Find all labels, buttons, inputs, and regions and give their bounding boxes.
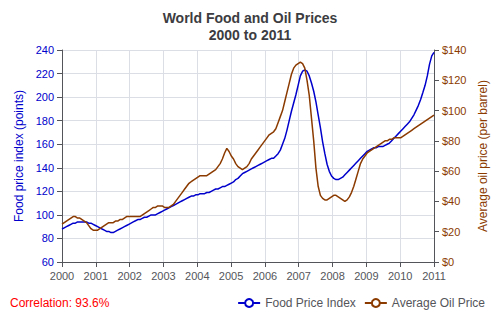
svg-text:$40: $40 <box>442 195 460 207</box>
svg-text:Average oil price (per barrel): Average oil price (per barrel) <box>476 80 490 232</box>
svg-text:2008: 2008 <box>320 270 344 282</box>
svg-text:60: 60 <box>42 256 54 268</box>
svg-text:World Food and Oil Prices: World Food and Oil Prices <box>163 10 338 26</box>
svg-text:$100: $100 <box>442 105 466 117</box>
svg-text:Food Price Index: Food Price Index <box>265 296 356 310</box>
svg-text:180: 180 <box>36 115 54 127</box>
svg-text:$0: $0 <box>442 256 454 268</box>
svg-text:2009: 2009 <box>354 270 378 282</box>
svg-text:2011: 2011 <box>422 270 446 282</box>
svg-text:2000: 2000 <box>50 270 74 282</box>
svg-text:240: 240 <box>36 44 54 56</box>
svg-text:2010: 2010 <box>388 270 412 282</box>
svg-text:Average Oil Price: Average Oil Price <box>392 296 485 310</box>
svg-text:$80: $80 <box>442 135 460 147</box>
svg-text:160: 160 <box>36 138 54 150</box>
svg-text:2006: 2006 <box>253 270 277 282</box>
svg-text:2005: 2005 <box>219 270 243 282</box>
svg-text:2001: 2001 <box>84 270 108 282</box>
svg-text:2003: 2003 <box>151 270 175 282</box>
svg-text:120: 120 <box>36 185 54 197</box>
svg-text:2007: 2007 <box>286 270 310 282</box>
svg-text:220: 220 <box>36 68 54 80</box>
svg-text:Food price index (points): Food price index (points) <box>12 90 26 222</box>
svg-text:80: 80 <box>42 232 54 244</box>
svg-text:140: 140 <box>36 162 54 174</box>
svg-text:2000 to 2011: 2000 to 2011 <box>209 27 292 43</box>
svg-text:Correlation: 93.6%: Correlation: 93.6% <box>10 296 110 310</box>
svg-text:$60: $60 <box>442 165 460 177</box>
svg-text:$120: $120 <box>442 74 466 86</box>
svg-text:2002: 2002 <box>117 270 141 282</box>
svg-text:$20: $20 <box>442 226 460 238</box>
svg-text:200: 200 <box>36 91 54 103</box>
svg-text:100: 100 <box>36 209 54 221</box>
svg-text:$140: $140 <box>442 44 466 56</box>
svg-text:2004: 2004 <box>185 270 209 282</box>
